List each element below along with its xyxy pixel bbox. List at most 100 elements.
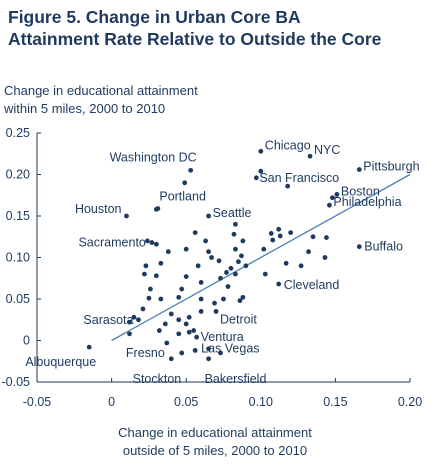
x-tick-label: 0.20 <box>398 395 422 409</box>
data-point <box>221 296 226 302</box>
data-point <box>145 238 150 244</box>
data-point <box>324 235 329 240</box>
point-label: Albuquerque <box>25 355 96 369</box>
data-point <box>198 296 204 302</box>
point-label: Portland <box>159 189 206 203</box>
data-point <box>218 275 223 281</box>
data-point <box>231 231 237 237</box>
data-point <box>186 314 192 320</box>
point-label: Pittsburgh <box>363 160 419 174</box>
data-point <box>153 241 159 247</box>
data-point <box>228 265 234 271</box>
data-point <box>198 280 204 285</box>
x-tick-label: 0.10 <box>249 395 273 409</box>
data-point <box>310 234 316 240</box>
data-point <box>330 195 335 201</box>
data-point <box>168 356 174 362</box>
data-point <box>233 246 238 252</box>
data-point <box>261 246 267 252</box>
data-point <box>158 296 164 302</box>
data-point <box>239 253 244 259</box>
x-tick-label: -0.05 <box>23 395 52 409</box>
point-label: Fresno <box>126 346 165 360</box>
data-point <box>192 348 198 353</box>
data-point <box>206 213 211 219</box>
data-point <box>183 321 189 327</box>
data-point <box>183 246 189 252</box>
data-point <box>253 175 259 181</box>
data-point <box>168 311 174 317</box>
data-point <box>258 168 264 174</box>
x-tick-label: 0.05 <box>174 395 198 409</box>
data-point <box>276 226 282 232</box>
data-point <box>285 183 291 189</box>
y-tick-label: 0.20 <box>6 168 30 182</box>
data-point <box>146 295 152 301</box>
y-tick-label: 0.15 <box>6 209 30 223</box>
trend-line <box>111 173 411 342</box>
data-point <box>258 148 264 154</box>
data-point <box>147 286 153 292</box>
data-point <box>233 271 238 277</box>
data-point <box>179 286 185 292</box>
data-point <box>136 317 141 323</box>
point-label: Washington DC <box>110 150 197 164</box>
figure-title-line1: Figure 5. Change in Urban Core BA <box>8 7 301 27</box>
data-point <box>143 263 149 269</box>
point-label: San Francisco <box>259 171 339 185</box>
data-point <box>127 331 132 337</box>
data-point <box>162 321 168 327</box>
data-point <box>356 167 362 172</box>
point-label: Ventura <box>201 330 244 344</box>
data-point <box>176 317 182 323</box>
data-point <box>140 306 146 312</box>
point-label: Seattle <box>213 206 252 220</box>
point-label: Cleveland <box>284 278 340 292</box>
data-point <box>186 329 192 335</box>
data-point <box>334 192 340 197</box>
data-point <box>306 249 311 255</box>
point-label: Boston <box>341 184 380 198</box>
data-point <box>233 221 238 227</box>
data-point <box>164 340 170 346</box>
data-point <box>176 294 182 300</box>
data-point <box>277 233 283 239</box>
y-axis-label-line1: Change in educational attainment <box>4 83 198 98</box>
data-point <box>225 284 231 289</box>
data-point <box>216 258 222 264</box>
point-label: Bakersfield <box>205 372 267 386</box>
data-point <box>165 249 171 255</box>
data-point <box>262 271 268 277</box>
y-tick-label: -0.05 <box>2 375 31 389</box>
data-point <box>213 309 219 314</box>
data-point <box>240 294 246 300</box>
data-point <box>124 213 129 219</box>
point-label: Chicago <box>265 138 311 152</box>
data-point <box>183 274 189 279</box>
data-point <box>86 344 92 350</box>
data-point <box>224 270 229 275</box>
data-point <box>127 319 132 325</box>
y-axis-label-line2: within 5 miles, 2000 to 2010 <box>4 101 166 116</box>
data-point <box>153 273 159 279</box>
data-point <box>218 350 223 356</box>
data-point <box>288 230 294 236</box>
point-label: Stockton <box>133 372 182 386</box>
y-tick-label: 0.10 <box>6 251 30 265</box>
data-point <box>307 153 313 159</box>
point-label: NYC <box>314 143 340 157</box>
point-label: Las Vegas <box>201 341 259 355</box>
data-point <box>198 309 204 314</box>
data-point <box>270 237 276 243</box>
data-point <box>237 298 243 304</box>
data-point <box>203 238 208 244</box>
data-point <box>131 314 137 320</box>
data-point <box>276 281 282 287</box>
data-point <box>179 350 185 356</box>
data-point <box>149 240 155 245</box>
point-label: Detroit <box>220 312 257 326</box>
data-point <box>194 334 200 340</box>
data-point <box>322 255 328 260</box>
data-point <box>156 328 162 333</box>
point-label: Philadelphia <box>333 195 401 209</box>
